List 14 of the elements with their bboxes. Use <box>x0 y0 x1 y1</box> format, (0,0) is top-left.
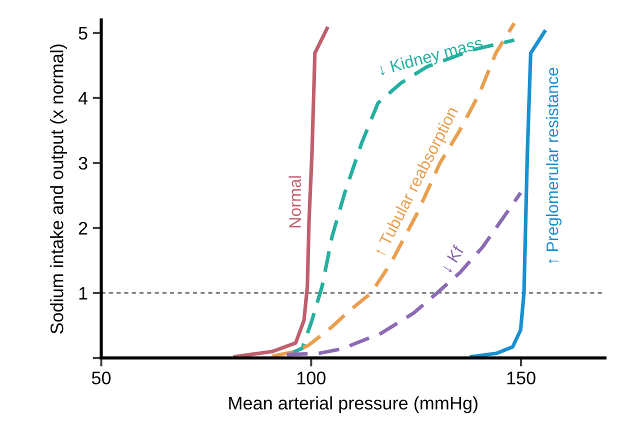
text: ↓ Kf <box>440 244 465 274</box>
x-tick-label: 50 <box>92 372 111 384</box>
x-tick-label: 150 <box>507 372 536 384</box>
y-axis-title: Sodium intake and output (x normal) <box>50 44 67 334</box>
x-tick-label: 100 <box>297 372 326 384</box>
y-tick-label: 1 <box>79 287 88 300</box>
text: Normal <box>288 176 301 228</box>
y-tick-label: 5 <box>78 27 88 40</box>
y-tick-label: 4 <box>78 92 88 104</box>
y-tick-label: 3 <box>78 156 88 170</box>
text: ↑ Preglomerular resistance <box>546 68 562 264</box>
line-series <box>233 26 329 358</box>
x-axis-title: Mean arterial pressure (mmHg) <box>229 396 478 414</box>
y-tick-label: 2 <box>78 222 88 234</box>
